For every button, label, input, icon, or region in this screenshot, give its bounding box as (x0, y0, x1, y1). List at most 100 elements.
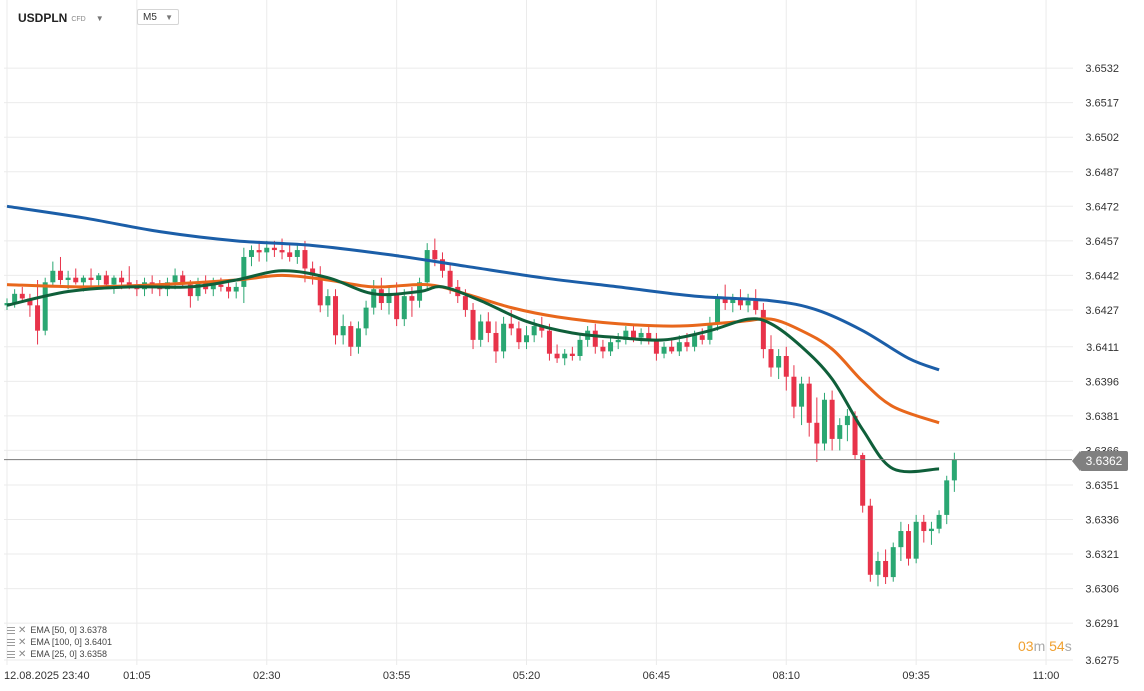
candle-body (890, 547, 896, 578)
candle-body (546, 330, 552, 354)
settings-icon[interactable] (7, 626, 15, 634)
candle-body (126, 282, 132, 285)
legend-value: 3.6358 (79, 649, 107, 659)
y-tick-label: 3.6442 (1085, 270, 1119, 282)
candle-body (287, 252, 293, 257)
candle-body (860, 455, 866, 506)
candle-body (669, 346, 675, 352)
candle-body (80, 277, 86, 283)
y-tick-label: 3.6306 (1085, 584, 1119, 596)
candle-body (462, 296, 468, 310)
candle-body (348, 326, 354, 347)
close-icon[interactable]: ✕ (18, 636, 27, 648)
candle-body (279, 250, 285, 253)
candle-body (783, 356, 789, 377)
candle-body (592, 330, 598, 347)
chevron-down-icon[interactable]: ▼ (95, 13, 104, 23)
settings-icon[interactable] (7, 650, 15, 658)
candle-body (310, 268, 316, 276)
indicator-legend: ✕ EMA [50, 0] 3.6378 ✕ EMA [100, 0] 3.64… (7, 624, 112, 660)
candle-body (737, 298, 743, 306)
close-icon[interactable]: ✕ (18, 624, 27, 636)
y-tick-label: 3.6321 (1085, 549, 1119, 561)
candle-body (233, 286, 239, 292)
candle-body (829, 399, 835, 439)
y-tick-label: 3.6427 (1085, 305, 1119, 317)
candle-body (218, 284, 224, 287)
candle-body (470, 309, 476, 340)
legend-label: EMA [50, 0] (30, 625, 77, 635)
symbol-name: USDPLN (18, 11, 68, 25)
candle-body (799, 383, 805, 407)
current-price-label: 3.6362 (1072, 451, 1128, 471)
legend-item: ✕ EMA [100, 0] 3.6401 (7, 636, 112, 648)
candle-body (615, 339, 621, 343)
candle-body (340, 326, 346, 336)
candle-body (730, 298, 736, 304)
candle-body (936, 514, 942, 529)
instrument-type: CFD (71, 16, 86, 23)
candle-body (883, 560, 889, 578)
x-tick-label: 06:45 (643, 670, 671, 682)
x-tick-label: 03:55 (383, 670, 411, 682)
candle-body (944, 480, 950, 515)
candle-body (241, 256, 247, 287)
candle-body (630, 330, 636, 338)
y-tick-label: 3.6291 (1085, 618, 1119, 630)
candle-body (35, 305, 41, 331)
candle-body (432, 250, 438, 260)
x-tick-label: 09:35 (902, 670, 930, 682)
candle-body (88, 277, 94, 280)
candle-body (875, 560, 881, 575)
candle-body (195, 282, 201, 297)
candle-body (562, 353, 568, 359)
candle-body (73, 277, 79, 283)
x-tick-label: 12.08.2025 23:40 (4, 670, 90, 682)
symbol-selector[interactable]: USDPLN CFD ▼ (18, 9, 104, 27)
candle-body (27, 298, 33, 306)
candle-body (852, 415, 858, 456)
candle-body (355, 328, 361, 347)
candle-body (271, 247, 277, 251)
candle-body (646, 332, 652, 340)
timeframe-dropdown[interactable]: M5 ▼ (137, 9, 179, 25)
y-tick-label: 3.6381 (1085, 411, 1119, 423)
candle-body (821, 399, 827, 444)
candle-body (638, 332, 644, 338)
candle-body (42, 282, 48, 331)
candle-body (577, 339, 583, 356)
x-tick-label: 11:00 (1033, 670, 1060, 682)
candle-body (439, 259, 445, 271)
candle-body (394, 293, 400, 320)
candle-body (302, 250, 308, 269)
candle-body (844, 415, 850, 426)
legend-value: 3.6401 (84, 637, 112, 647)
x-tick-label: 08:10 (773, 670, 801, 682)
y-tick-label: 3.6502 (1085, 132, 1119, 144)
candle-body (928, 528, 934, 532)
y-tick-label: 3.6336 (1085, 515, 1119, 527)
candle-body (325, 296, 331, 306)
candle-body (371, 289, 377, 308)
candle-body (485, 321, 491, 333)
candle-body (524, 335, 530, 343)
candle-body (623, 330, 629, 340)
y-tick-label: 3.6532 (1085, 63, 1119, 75)
candle-body (180, 275, 186, 285)
candle-body (57, 270, 63, 280)
candle-body (745, 300, 751, 306)
candle-body (493, 332, 499, 352)
close-icon[interactable]: ✕ (18, 648, 27, 660)
candle-body (508, 323, 514, 329)
settings-icon[interactable] (7, 638, 15, 646)
candle-body (768, 349, 774, 368)
ema-25-line (6, 269, 940, 474)
y-tick-label: 3.6396 (1085, 376, 1119, 388)
y-tick-label: 3.6411 (1086, 342, 1119, 354)
candle-body (951, 459, 957, 481)
candle-body (867, 505, 873, 575)
legend-item: ✕ EMA [25, 0] 3.6358 (7, 648, 112, 660)
candle-body (226, 286, 232, 292)
candle-body (12, 293, 18, 304)
